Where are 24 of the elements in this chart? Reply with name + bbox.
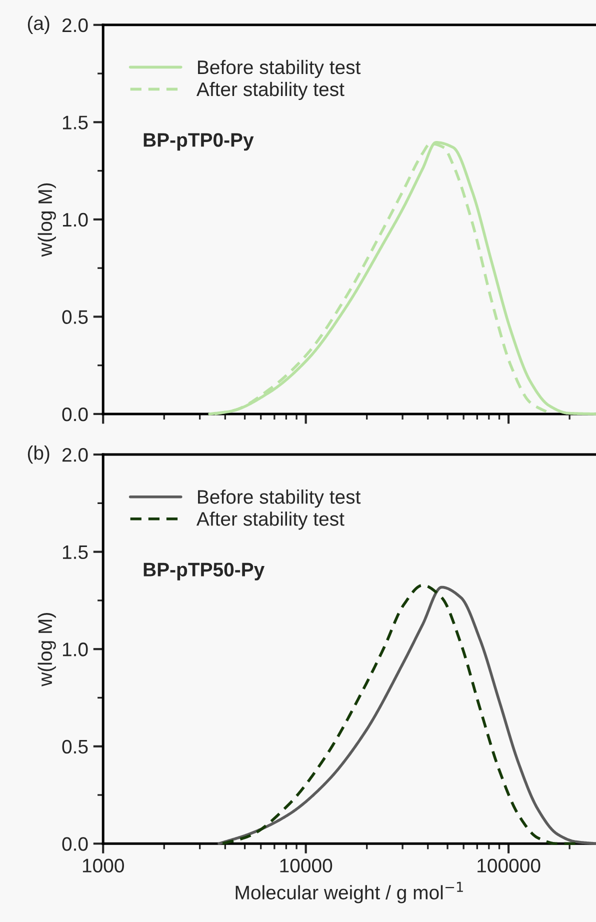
x-tick-label: 10000 bbox=[280, 858, 332, 872]
y-axis-title: w(log M) bbox=[38, 613, 56, 686]
annotation: BP-pTP0-Py bbox=[144, 133, 254, 151]
x-tick-label: 1000 bbox=[82, 858, 124, 872]
y-tick-label: 0.5 bbox=[62, 740, 88, 754]
y-tick-label: 0.5 bbox=[62, 310, 88, 324]
annotation: BP-pTP50-Py bbox=[144, 562, 265, 580]
text: (a) bbox=[28, 16, 50, 34]
y-tick-label: 1.0 bbox=[62, 642, 88, 656]
y-tick-label: 2.0 bbox=[62, 448, 88, 462]
x-axis-title: Molecular weight / g mol$^{−1}$ bbox=[236, 882, 463, 904]
legend-label: Before stability test bbox=[198, 60, 361, 78]
x-tick-label: 100000 bbox=[478, 858, 540, 872]
y-tick-label: 0.0 bbox=[62, 837, 88, 851]
y-tick-label: 1.5 bbox=[62, 116, 88, 130]
y-tick-label: 1.0 bbox=[62, 212, 88, 227]
y-tick-label: 1.5 bbox=[62, 545, 88, 560]
y-axis-title: w(log M) bbox=[38, 183, 56, 257]
text: (b) bbox=[28, 445, 50, 464]
y-tick-label: 2.0 bbox=[62, 18, 88, 32]
legend-label: Before stability test bbox=[198, 490, 361, 508]
legend-label: After stability test bbox=[196, 512, 344, 530]
y-tick-label: 0.0 bbox=[62, 407, 88, 422]
legend-label: After stability test bbox=[196, 82, 344, 100]
